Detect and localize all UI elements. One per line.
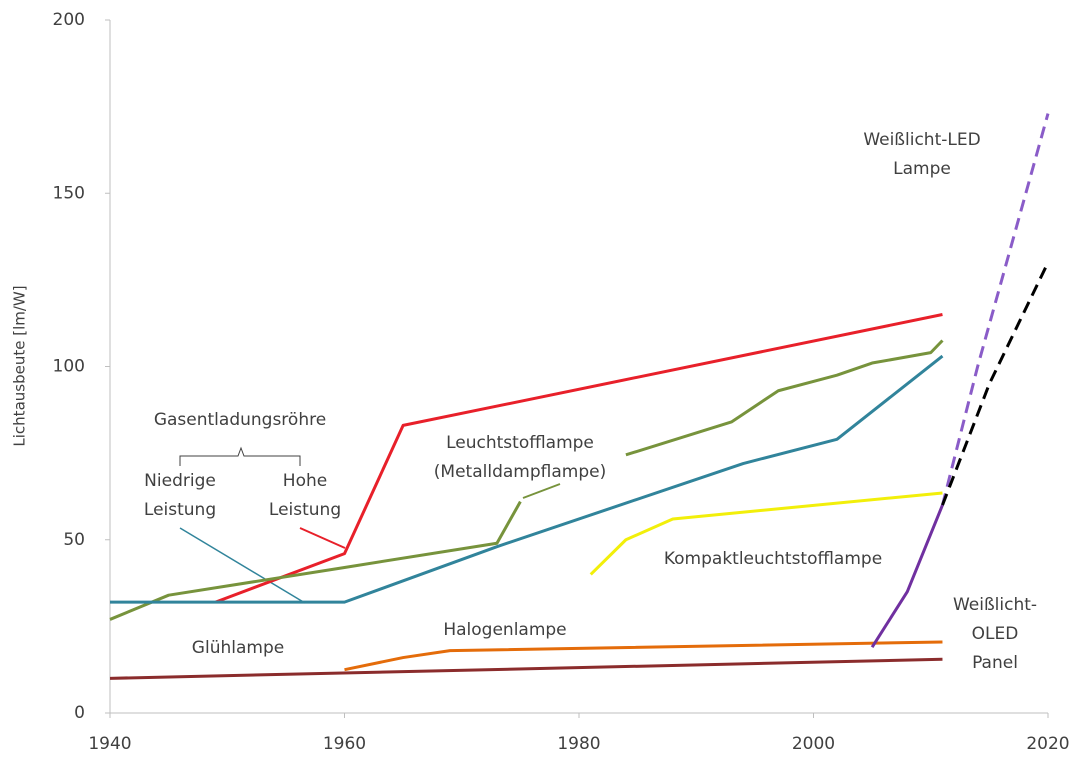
annotation: Leuchtstofflampe [446,433,594,453]
pointer [179,527,306,604]
annotation: Kompaktleuchtstofflampe [664,549,882,569]
annotation: Leistung [144,500,216,520]
series-line [589,491,943,576]
y-tick-label: 50 [63,530,85,550]
series-line [344,640,943,672]
x-tick-label: 1980 [557,734,600,754]
x-tick-label: 2000 [792,734,835,754]
annotation: Halogenlampe [443,620,566,640]
annotation: Weißlicht- [953,595,1037,615]
annotation: Weißlicht-LED [863,130,980,150]
annotation: Niedrige [144,471,216,491]
x-tick-label: 1960 [323,734,366,754]
y-tick-label: 150 [53,183,85,203]
y-tick-label: 200 [53,10,85,30]
x-tick-label: 1940 [88,734,131,754]
series-line [941,113,1050,506]
bracket [179,446,301,466]
series-line [110,354,944,604]
y-tick-label: 100 [53,357,85,377]
series-line [870,504,944,648]
annotation: Leistung [269,500,341,520]
annotation: (Metalldampflampe) [434,462,606,482]
annotation: OLED [972,624,1019,644]
annotation: Glühlampe [192,638,284,658]
series-line [109,657,943,680]
series-line [941,261,1050,506]
annotation: Panel [972,653,1018,673]
annotation: Gasentladungsröhre [154,410,326,430]
annotation: Lampe [893,159,951,179]
y-tick-label: 0 [74,703,85,723]
annotation: Hohe [283,471,327,491]
x-tick-label: 2020 [1026,734,1069,754]
pointer [299,527,346,549]
y-axis-label: Lichtausbeute [lm/W] [11,285,29,446]
pointer [522,483,561,499]
